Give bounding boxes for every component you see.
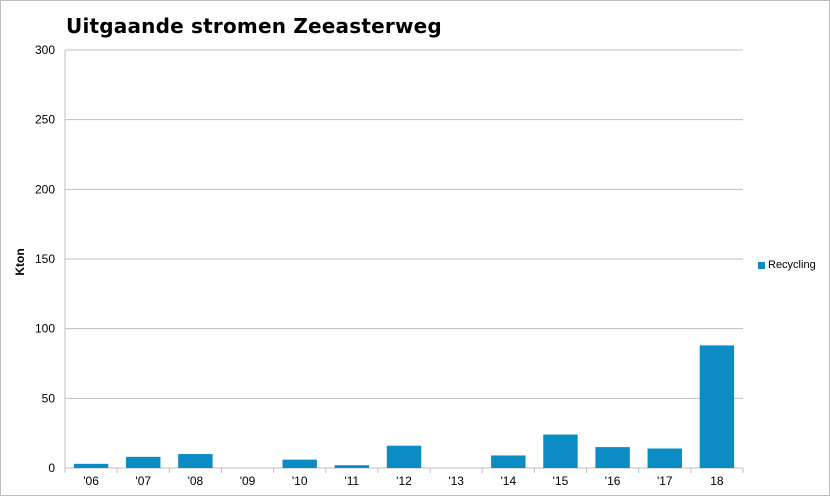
x-tick-label: '14 — [500, 474, 516, 488]
y-tick-label: 50 — [42, 391, 56, 405]
x-tick-label: '10 — [292, 474, 308, 488]
legend-label: Recycling — [768, 259, 816, 271]
bar — [73, 463, 109, 468]
y-tick-label: 300 — [35, 43, 55, 57]
y-tick-label: 150 — [35, 252, 55, 266]
legend-swatch — [758, 261, 765, 269]
chart-title: Uitgaande stromen Zeeasterweg — [66, 14, 442, 38]
bar — [178, 454, 213, 468]
bar — [647, 448, 682, 468]
y-tick-label: 250 — [35, 113, 55, 127]
x-tick-label: '07 — [135, 474, 151, 488]
bar — [386, 445, 422, 468]
bar — [543, 434, 578, 468]
x-tick-label: '15 — [553, 474, 569, 488]
y-tick-label: 100 — [35, 322, 55, 336]
x-tick-label: '11 — [344, 474, 359, 488]
legend: Recycling — [758, 259, 816, 271]
x-tick-label: '13 — [448, 474, 464, 488]
x-tick-label: 18 — [710, 474, 724, 488]
x-tick-label: '09 — [240, 474, 256, 488]
x-tick-label: '17 — [657, 474, 673, 488]
bar — [699, 345, 735, 468]
x-tick-label: '16 — [605, 474, 621, 488]
bar — [126, 456, 161, 468]
bar — [595, 447, 630, 468]
bar — [491, 455, 526, 468]
x-tick-label: '12 — [396, 474, 412, 488]
y-tick-label: 0 — [48, 461, 55, 475]
x-tick-label: '08 — [188, 474, 204, 488]
bar — [282, 459, 317, 468]
x-tick-label: '06 — [83, 474, 99, 488]
y-tick-label: 200 — [35, 182, 55, 196]
bar — [334, 465, 370, 468]
